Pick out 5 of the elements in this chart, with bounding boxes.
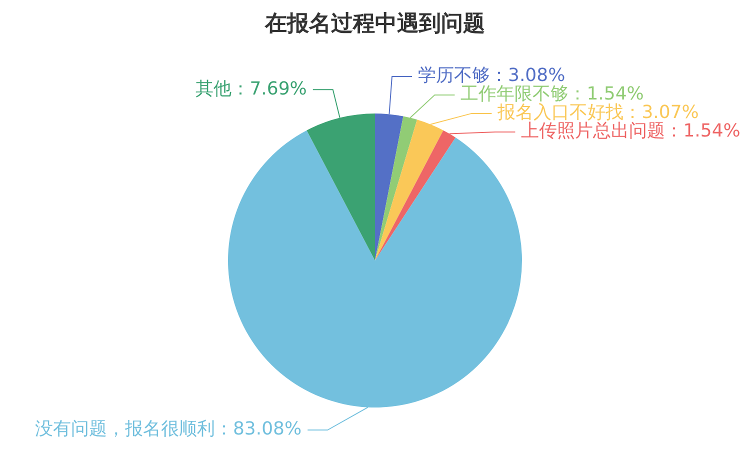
slice-label: 上传照片总出问题：1.54% <box>521 120 740 142</box>
slice-label: 学历不够：3.08% <box>418 65 566 86</box>
chart-title: 在报名过程中遇到问题 <box>264 12 485 37</box>
slice-label: 没有问题，报名很顺利：83.08% <box>34 418 302 440</box>
slice-label: 其他：7.69% <box>196 78 307 100</box>
